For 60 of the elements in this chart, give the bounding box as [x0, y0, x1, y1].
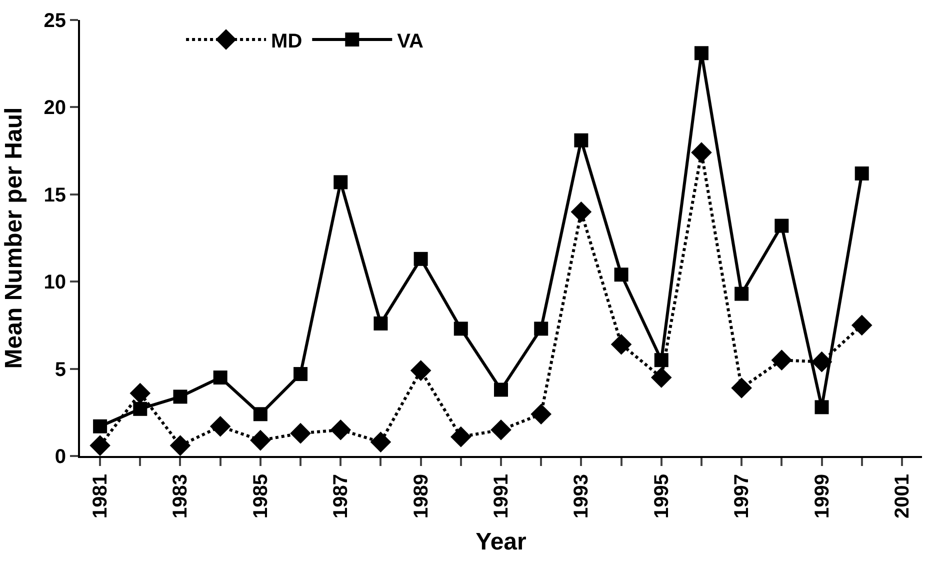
x-tick-label: 1989	[410, 474, 432, 518]
x-tick-label: 1997	[731, 474, 754, 518]
point	[494, 382, 508, 397]
y-tick-label: 20	[44, 97, 66, 120]
y-tick-label: 10	[44, 272, 66, 294]
point	[173, 390, 188, 404]
point	[90, 435, 110, 456]
y-tick-label: 25	[44, 10, 66, 32]
legend-label: MD	[271, 30, 302, 52]
x-tick-label: 1987	[330, 474, 352, 518]
point	[414, 252, 428, 266]
point	[774, 218, 789, 233]
point	[694, 46, 708, 60]
legend-label: VA	[397, 30, 424, 52]
point	[771, 350, 792, 370]
point	[330, 419, 352, 440]
point	[731, 378, 752, 398]
y-tick-label: 5	[54, 358, 66, 381]
point	[374, 316, 388, 330]
point	[133, 402, 148, 416]
point	[530, 404, 552, 425]
point	[170, 435, 191, 456]
point	[734, 286, 749, 301]
y-axis-title: Mean Number per Haul	[0, 107, 28, 369]
point	[570, 201, 592, 222]
point	[574, 133, 588, 148]
point	[650, 367, 672, 388]
x-axis-title: Year	[476, 528, 526, 556]
x-tick-label: 2001	[891, 474, 914, 518]
point	[654, 353, 668, 368]
point	[290, 422, 311, 444]
x-tick-label: 1981	[90, 474, 112, 518]
point	[454, 322, 468, 336]
point	[370, 432, 392, 452]
point	[210, 416, 231, 437]
point	[253, 407, 268, 422]
point	[130, 382, 151, 404]
x-tick-label: 1985	[250, 474, 272, 518]
point	[851, 314, 872, 336]
x-tick-label: 1991	[490, 474, 512, 518]
point	[490, 419, 512, 440]
x-tick-label: 1983	[170, 474, 192, 518]
point	[610, 334, 632, 355]
point	[450, 426, 472, 448]
x-tick-label: 1993	[570, 474, 593, 518]
point	[294, 367, 308, 382]
point	[814, 400, 829, 414]
y-tick-label: 0	[54, 446, 66, 468]
point	[691, 142, 712, 163]
point	[334, 175, 348, 190]
x-tick-label: 1995	[650, 474, 673, 518]
point	[250, 430, 271, 451]
point	[93, 419, 108, 434]
point	[614, 268, 628, 282]
x-tick-label: 1999	[811, 474, 834, 518]
point	[534, 322, 548, 336]
point	[213, 370, 228, 385]
y-tick-label: 15	[44, 184, 66, 206]
point	[410, 360, 432, 381]
point	[854, 166, 869, 180]
